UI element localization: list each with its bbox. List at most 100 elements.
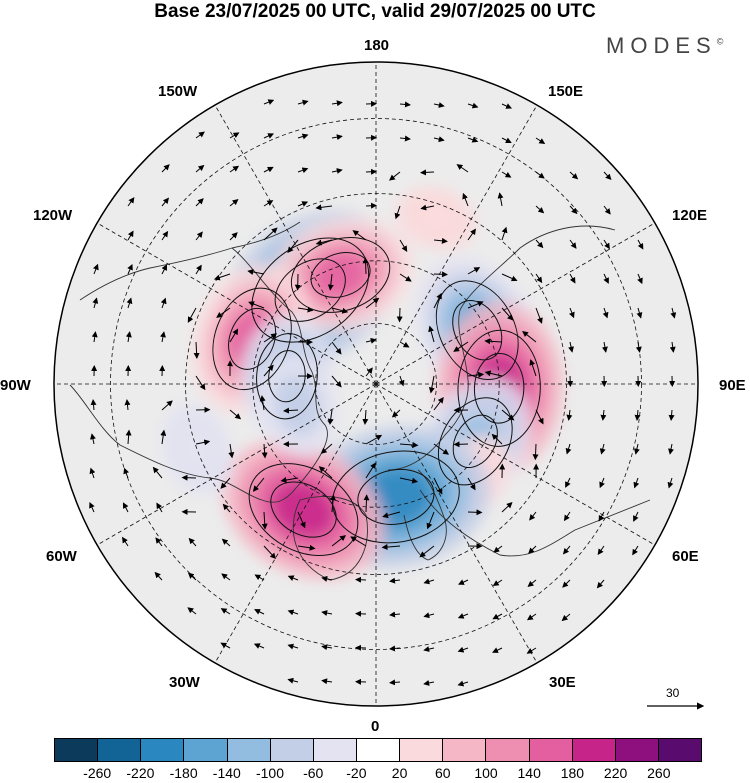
colorbar-segment	[97, 739, 141, 761]
longitude-label-150w: 150W	[158, 83, 198, 100]
wind-vector	[195, 131, 205, 139]
wind-vector	[229, 232, 238, 241]
wind-vector	[280, 477, 299, 483]
wind-vector	[532, 443, 539, 461]
wind-vector	[433, 477, 443, 495]
wind-vector	[156, 502, 163, 513]
wind-vector	[222, 503, 231, 513]
wind-vector	[327, 409, 334, 425]
contour-line	[256, 333, 318, 420]
colorbar-label: 180	[560, 765, 585, 781]
wind-vector	[497, 192, 504, 207]
colorbar-label: 140	[517, 765, 541, 781]
coastline-greenland	[292, 496, 368, 581]
wind-vector	[127, 230, 134, 241]
wind-vector	[633, 443, 640, 455]
map-boundary	[53, 61, 699, 707]
wind-vector	[90, 433, 96, 445]
wind-vector	[457, 646, 469, 653]
wind-vector	[363, 494, 370, 513]
wind-vector	[634, 409, 641, 421]
wind-vector	[603, 171, 612, 181]
wind-vector	[526, 613, 537, 621]
wind-vector	[121, 536, 129, 547]
colorbar-segment	[399, 739, 443, 761]
wind-vector	[527, 579, 537, 587]
wind-vector	[315, 239, 333, 246]
wind-vector	[420, 204, 435, 211]
wind-vector	[287, 575, 299, 581]
wind-vector	[355, 576, 367, 583]
wind-vector	[318, 466, 333, 479]
wind-vector	[362, 257, 369, 275]
wind-vector	[528, 545, 537, 554]
meridian-line	[375, 383, 656, 546]
wind-vector	[389, 611, 401, 618]
contour-line	[268, 350, 306, 403]
wind-vector	[160, 429, 167, 445]
wind-vector	[636, 307, 643, 319]
wind-vector	[261, 511, 268, 530]
colorbar-segment	[657, 739, 702, 761]
wind-vector	[263, 133, 275, 139]
wind-vector	[160, 297, 167, 309]
wind-vector	[598, 511, 605, 522]
wind-vector	[453, 441, 469, 448]
wind-vector	[492, 613, 503, 620]
longitude-label-120e: 120E	[672, 207, 708, 224]
wind-vector	[365, 297, 380, 309]
wind-vector	[229, 165, 240, 173]
wind-vector	[603, 239, 610, 250]
wind-vector	[297, 544, 316, 551]
wind-vector	[90, 399, 97, 411]
wind-vector	[331, 341, 342, 355]
longitude-label-90e: 90E	[719, 377, 746, 394]
coastline-eurasia-north	[387, 225, 616, 471]
wind-vector	[389, 171, 401, 181]
wind-vector	[261, 443, 268, 459]
colorbar-segment	[312, 739, 356, 761]
graticule	[54, 62, 698, 706]
wind-vector	[501, 409, 515, 421]
colorbar-segment	[183, 739, 227, 761]
wind-vector	[529, 359, 537, 377]
wind-vector	[195, 164, 205, 173]
wind-vector	[195, 264, 202, 275]
wind-vector	[457, 680, 469, 687]
wind-vector	[423, 612, 435, 619]
wind-vector	[569, 239, 577, 249]
wind-vector	[602, 307, 609, 319]
wind-vector	[453, 341, 469, 352]
wind-vector	[187, 572, 197, 581]
wind-vector	[252, 477, 265, 492]
map-title: Base 23/07/2025 00 UTC, valid 29/07/2025…	[154, 1, 596, 22]
wind-vector	[389, 679, 401, 686]
wind-vector	[327, 273, 334, 291]
wind-vector	[399, 239, 408, 252]
wind-vector	[365, 434, 383, 445]
wind-vector	[535, 137, 546, 144]
wind-vector	[330, 494, 336, 513]
wind-vector	[195, 375, 206, 391]
longitude-label-30e: 30E	[549, 674, 576, 691]
wind-vector	[569, 307, 575, 319]
wind-vector	[637, 273, 643, 285]
wind-vector	[297, 201, 309, 207]
wind-vector	[248, 301, 265, 309]
wind-vector	[633, 511, 639, 522]
coastline-alaska	[79, 221, 301, 301]
wind-vector	[467, 267, 481, 275]
wind-vector	[433, 237, 448, 244]
wind-vector	[535, 205, 545, 214]
wind-vector	[365, 202, 377, 209]
wind-vector	[566, 409, 573, 421]
wind-vector	[125, 429, 132, 445]
wind-vector	[321, 610, 333, 617]
wind-vector	[89, 467, 96, 479]
wind-vector	[389, 577, 401, 584]
wind-vector	[263, 99, 275, 105]
wind-vector	[331, 134, 343, 141]
wind-vector	[467, 477, 476, 491]
wind-vector	[321, 678, 333, 685]
